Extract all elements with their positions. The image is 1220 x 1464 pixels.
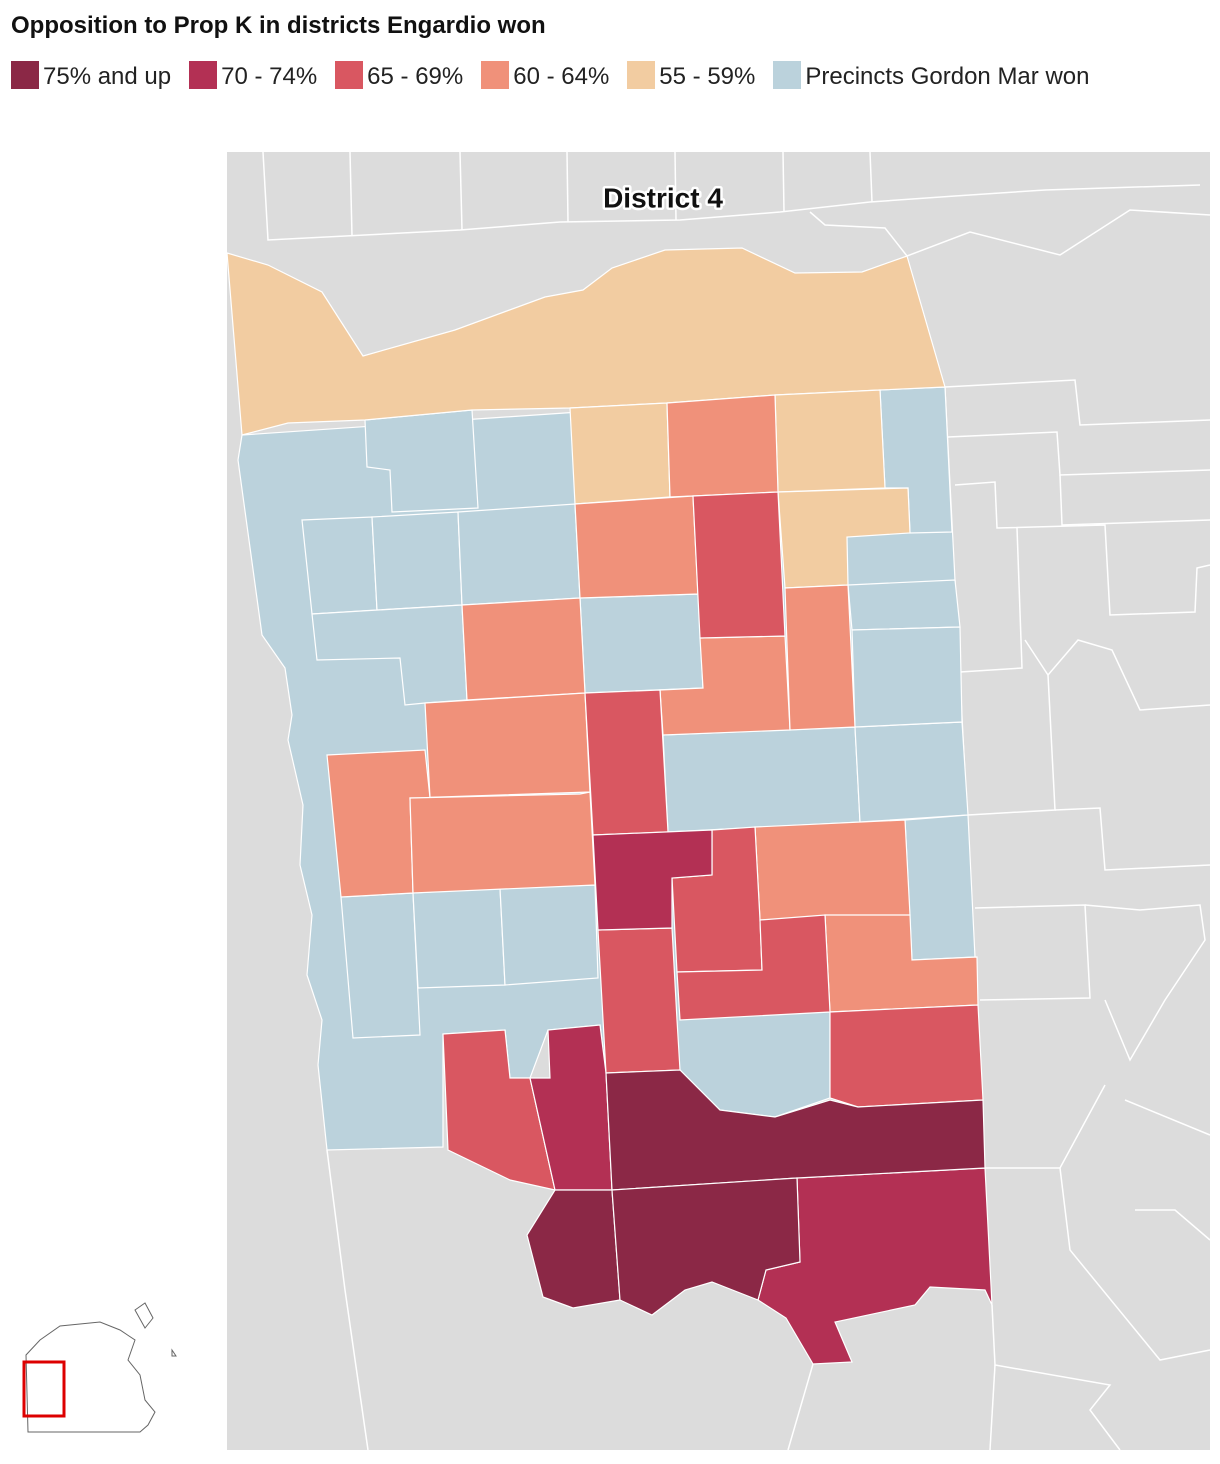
streets bbox=[262, 151, 1211, 1451]
inset-outline bbox=[25, 1321, 156, 1433]
boundary bbox=[1059, 474, 1211, 526]
boundary bbox=[869, 151, 873, 203]
precinct bbox=[340, 892, 421, 1039]
precinct bbox=[774, 389, 886, 493]
legend-swatch bbox=[481, 61, 510, 89]
precinct bbox=[409, 791, 596, 894]
precinct bbox=[597, 927, 681, 1074]
precinct bbox=[409, 692, 591, 799]
boundary bbox=[349, 151, 353, 237]
legend-item: 60 - 64% bbox=[481, 61, 610, 90]
precinct bbox=[676, 914, 831, 1021]
legend: 75% and up 70 - 74% 65 - 69% 60 - 64% 55 - 5… bbox=[11, 56, 1201, 98]
precinct bbox=[412, 887, 506, 989]
legend-swatch bbox=[335, 61, 364, 89]
legend-label: 55 - 59% bbox=[659, 63, 756, 90]
boundary bbox=[974, 904, 1091, 1001]
boundary bbox=[262, 151, 1201, 241]
precinct bbox=[461, 597, 586, 701]
legend-label: 60 - 64% bbox=[513, 63, 610, 90]
legend-item: Precincts Gordon Mar won bbox=[773, 61, 1090, 90]
precinct bbox=[754, 819, 911, 921]
precinct bbox=[371, 511, 463, 611]
precinct bbox=[226, 247, 946, 436]
precinct bbox=[904, 814, 976, 961]
precinct bbox=[592, 829, 713, 931]
boundary bbox=[809, 209, 1211, 257]
legend-item: 65 - 69% bbox=[335, 61, 464, 90]
precinct bbox=[579, 593, 704, 694]
boundary bbox=[1059, 1167, 1211, 1361]
boundary bbox=[954, 481, 1211, 616]
boundary bbox=[566, 151, 569, 223]
precinct bbox=[499, 884, 599, 986]
legend-label: 70 - 74% bbox=[221, 63, 318, 90]
precinct bbox=[854, 721, 969, 823]
title: Opposition to Prop K in districts Engard… bbox=[11, 12, 546, 39]
boundary bbox=[782, 151, 785, 213]
legend-swatch bbox=[627, 61, 656, 89]
boundary bbox=[1054, 807, 1211, 871]
legend-item: 75% and up bbox=[11, 61, 172, 90]
precinct bbox=[611, 1177, 801, 1316]
inset-island bbox=[134, 1302, 154, 1329]
legend-label: Precincts Gordon Mar won bbox=[805, 63, 1090, 90]
boundary bbox=[989, 1364, 996, 1451]
boundary bbox=[1124, 1099, 1211, 1136]
precinct bbox=[584, 689, 669, 836]
precinct bbox=[851, 626, 963, 728]
legend-item: 70 - 74% bbox=[189, 61, 318, 90]
inset-island bbox=[171, 1348, 177, 1357]
legend-label: 65 - 69% bbox=[367, 63, 464, 90]
legend-item: 55 - 59% bbox=[627, 61, 756, 90]
precinct bbox=[829, 1004, 984, 1108]
precinct bbox=[692, 491, 786, 639]
precinct bbox=[574, 495, 699, 599]
inset-map bbox=[22, 1302, 177, 1433]
boundary bbox=[674, 151, 677, 221]
district-label: District 4 bbox=[603, 182, 723, 213]
legend-swatch bbox=[189, 61, 218, 89]
boundary bbox=[991, 1304, 1121, 1451]
boundary bbox=[459, 151, 463, 231]
legend-label: 75% and up bbox=[43, 63, 172, 90]
boundary bbox=[1024, 639, 1211, 711]
inset-highlight bbox=[22, 1360, 66, 1418]
boundary bbox=[944, 379, 1211, 426]
legend-swatch bbox=[11, 61, 39, 89]
precinct bbox=[847, 579, 961, 631]
boundary bbox=[326, 1149, 369, 1451]
boundary bbox=[1135, 1209, 1211, 1241]
precinct bbox=[666, 394, 779, 498]
precinct bbox=[569, 402, 671, 505]
precincts bbox=[226, 247, 993, 1365]
precinct bbox=[457, 503, 581, 606]
precinct bbox=[784, 584, 856, 731]
boundary bbox=[787, 1363, 814, 1451]
precinct bbox=[662, 726, 861, 833]
legend-swatch bbox=[773, 61, 802, 89]
boundary bbox=[959, 527, 1023, 673]
boundary bbox=[1084, 904, 1206, 1062]
boundary bbox=[947, 431, 1211, 476]
precinct bbox=[301, 516, 378, 615]
